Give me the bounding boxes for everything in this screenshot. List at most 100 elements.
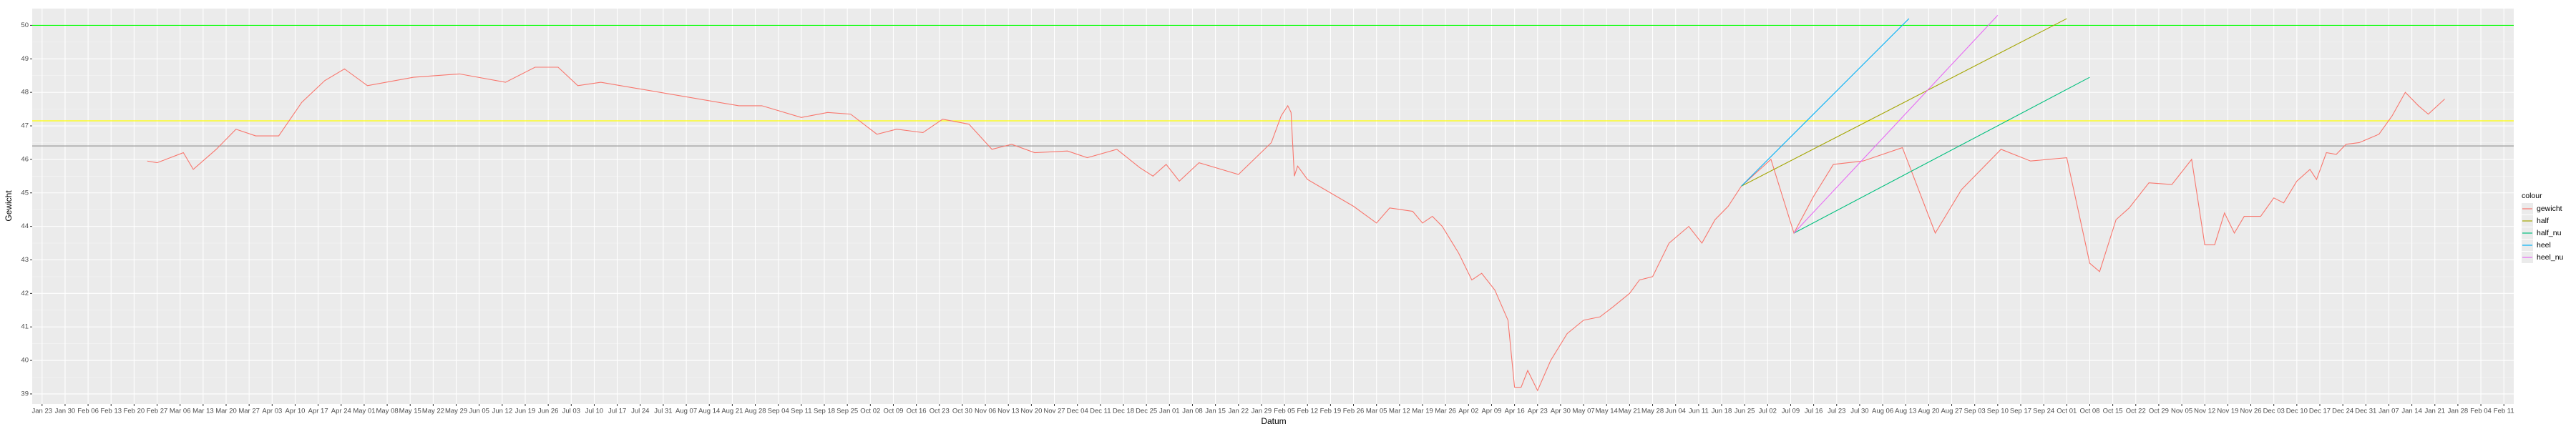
x-tick-label: Aug 06 [1872,408,1893,415]
x-tick-label: Dec 24 [2332,408,2353,415]
x-tick-label: Aug 07 [675,408,697,415]
x-tick-label: Oct 23 [930,408,950,415]
x-tick-label: Jun 12 [492,408,513,415]
y-tick-label: 49 [21,55,29,63]
x-tick-label: Sep 18 [814,408,835,415]
x-tick-label: Dec 03 [2263,408,2285,415]
x-tick-label: Sep 25 [836,408,858,415]
x-tick-label: Mar 12 [1389,408,1410,415]
x-tick-label: Aug 13 [1895,408,1916,415]
y-tick-label: 39 [21,390,29,398]
x-tick-label: Apr 23 [1528,408,1548,415]
x-tick-label: Aug 28 [744,408,766,415]
x-tick-label: Oct 16 [907,408,927,415]
x-tick-label: May 08 [376,408,399,415]
x-tick-label: Oct 01 [2057,408,2077,415]
y-tick-label: 41 [21,323,29,331]
x-tick-label: Dec 18 [1113,408,1134,415]
x-tick-label: Jul 31 [654,408,672,415]
x-tick-label: Jul 23 [1828,408,1845,415]
x-tick-label: Jul 24 [631,408,649,415]
x-tick-label: Sep 03 [1964,408,1986,415]
x-tick-label: Apr 16 [1505,408,1525,415]
x-tick-label: Nov 19 [2217,408,2238,415]
x-tick-label: Nov 13 [997,408,1019,415]
series-line [147,66,2445,392]
y-tick-label: 46 [21,155,29,163]
panel-background [32,9,2514,404]
x-tick-label: Mar 26 [1435,408,1456,415]
y-tick-label: 48 [21,89,29,97]
x-tick-label: Oct 09 [883,408,903,415]
x-tick-label: Oct 15 [2103,408,2123,415]
x-tick-label: Mar 27 [238,408,260,415]
y-tick-label: 50 [21,21,29,29]
x-tick-label: Sep 10 [1987,408,2009,415]
x-tick-label: Feb 11 [2494,408,2514,415]
x-tick-label: Dec 11 [1090,408,1111,415]
x-tick-label: Aug 27 [1941,408,1962,415]
x-tick-label: Mar 06 [170,408,191,415]
series-line [1793,14,1999,234]
x-tick-label: Dec 10 [2286,408,2308,415]
x-tick-label: Feb 27 [147,408,168,415]
x-tick-label: Mar 19 [1412,408,1433,415]
x-tick-label: Jan 07 [2379,408,2399,415]
x-tick-label: Apr 03 [262,408,282,415]
x-tick-label: May 07 [1572,408,1594,415]
x-tick-label: Jun 18 [1712,408,1732,415]
x-tick-label: Apr 17 [308,408,328,415]
x-tick-label: Aug 20 [1918,408,1939,415]
y-tick-label: 44 [21,222,29,230]
x-tick-label: Feb 20 [124,408,145,415]
x-tick-label: Aug 14 [698,408,720,415]
x-tick-label: Jan 15 [1205,408,1226,415]
legend-label: gewicht [2537,204,2562,213]
x-tick-label: Apr 09 [1481,408,1501,415]
x-tick-label: Feb 13 [100,408,122,415]
x-tick-label: Jan 01 [1159,408,1180,415]
x-tick-label: May 28 [1641,408,1664,415]
x-tick-label: Apr 02 [1458,408,1478,415]
x-tick-label: Mar 05 [1366,408,1387,415]
x-tick-label: Jan 08 [1182,408,1203,415]
x-tick-label: Jul 02 [1759,408,1777,415]
x-tick-label: Feb 19 [1320,408,1342,415]
x-tick-label: Jan 28 [2448,408,2469,415]
legend-label: half [2537,217,2549,225]
x-tick-label: Feb 05 [1274,408,1295,415]
x-tick-label: Nov 26 [2240,408,2261,415]
x-tick-label: Sep 11 [791,408,811,415]
x-tick-label: Dec 17 [2309,408,2331,415]
x-tick-label: Jan 22 [1229,408,1249,415]
x-tick-label: Nov 12 [2194,408,2215,415]
series-line [1741,18,2067,187]
x-tick-label: Oct 30 [952,408,972,415]
x-tick-label: Feb 26 [1343,408,1365,415]
x-tick-label: May 21 [1619,408,1641,415]
legend-label: heel_nu [2537,253,2564,262]
legend-label: heel [2537,241,2551,250]
x-axis-title: Datum [1261,416,1286,426]
legend-label: half_nu [2537,229,2562,237]
x-tick-label: Oct 22 [2126,408,2146,415]
x-tick-label: Mar 20 [215,408,237,415]
x-tick-label: Jan 23 [32,408,53,415]
x-tick-label: Apr 24 [331,408,351,415]
x-tick-label: Dec 31 [2355,408,2376,415]
series-line [1793,77,2090,234]
x-tick-label: Jul 17 [608,408,626,415]
legend-title: colour [2522,192,2542,200]
x-tick-label: Nov 20 [1020,408,1042,415]
x-tick-label: Jan 30 [55,408,76,415]
x-tick-label: Nov 27 [1043,408,1065,415]
y-axis-title: Gewicht [4,190,14,222]
x-tick-label: Jun 25 [1735,408,1755,415]
x-tick-label: Apr 10 [285,408,305,415]
x-tick-label: Jun 04 [1665,408,1686,415]
x-tick-label: May 14 [1596,408,1618,415]
x-tick-label: Oct 29 [2149,408,2169,415]
x-tick-label: Jun 19 [515,408,536,415]
